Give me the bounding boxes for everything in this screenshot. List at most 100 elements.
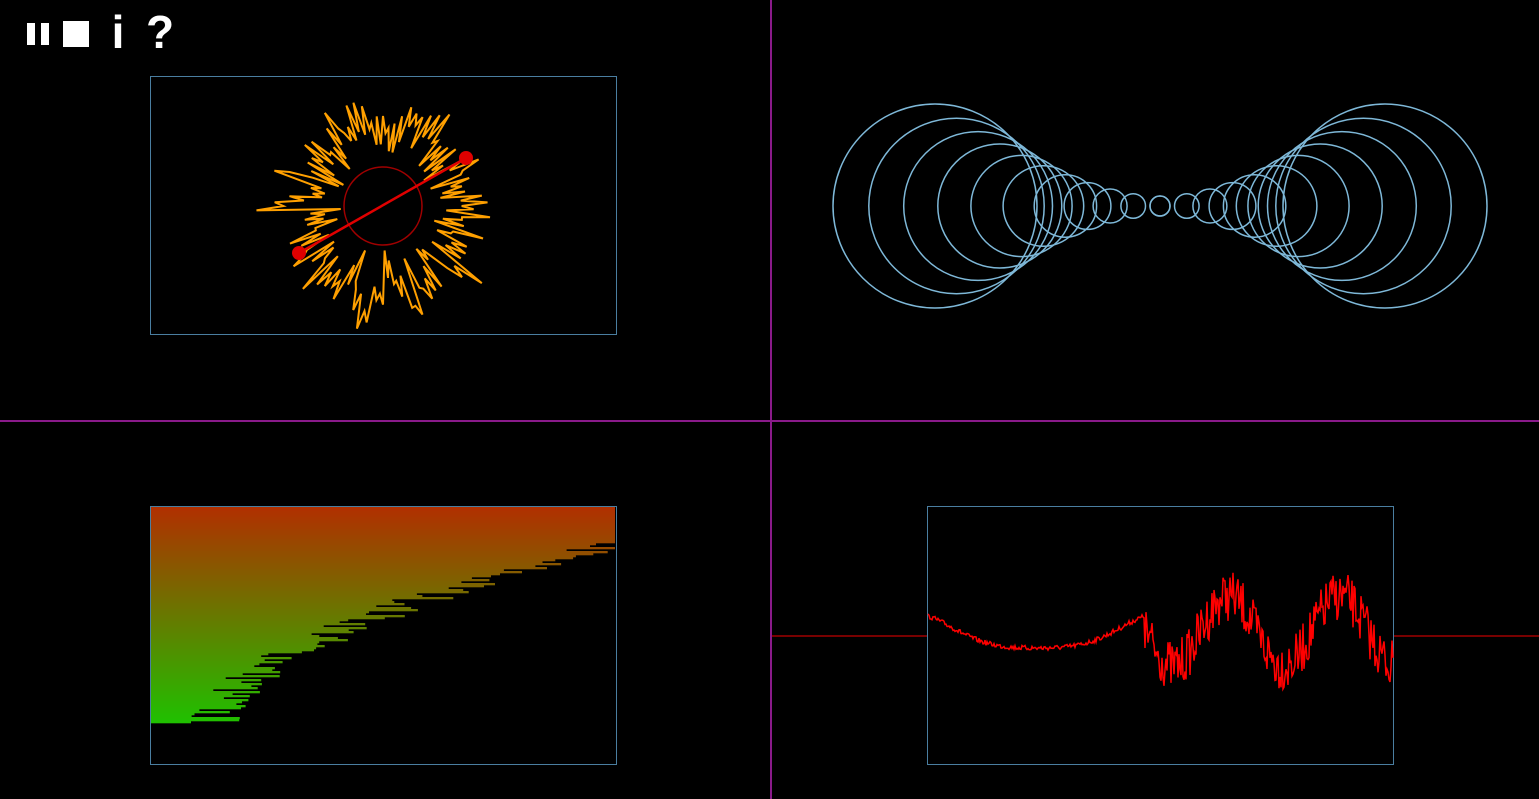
bar xyxy=(151,525,615,528)
radial-spectrum xyxy=(256,102,491,329)
bar xyxy=(151,591,469,594)
tunnel-ring xyxy=(1120,192,1147,220)
tunnel-ring xyxy=(1275,117,1452,295)
bar xyxy=(151,513,615,516)
bar xyxy=(151,583,495,586)
bar xyxy=(151,621,340,624)
bar xyxy=(151,639,348,642)
needle-end-right xyxy=(459,151,473,165)
bar xyxy=(151,547,615,550)
stop-icon xyxy=(63,21,89,47)
bar xyxy=(151,685,252,688)
tunnel-ring xyxy=(868,117,1045,295)
bar xyxy=(151,581,462,584)
bar xyxy=(151,611,369,614)
bar xyxy=(151,587,449,590)
bar xyxy=(151,543,596,546)
bar xyxy=(151,655,262,658)
bar xyxy=(151,555,576,558)
waveform-frame xyxy=(927,506,1394,765)
bar xyxy=(151,665,255,668)
tunnel-ring xyxy=(1063,181,1112,231)
bar xyxy=(151,575,491,578)
bar xyxy=(151,697,224,700)
bar xyxy=(151,707,241,710)
tunnel-ring xyxy=(1257,143,1383,269)
bar xyxy=(151,625,324,628)
bar xyxy=(151,667,275,670)
bar xyxy=(151,705,246,708)
bar xyxy=(151,717,240,720)
bar xyxy=(151,715,192,718)
bar xyxy=(151,661,283,664)
bar xyxy=(151,643,318,646)
bar xyxy=(151,599,393,602)
bar xyxy=(151,689,214,692)
bar xyxy=(151,629,349,632)
bar xyxy=(151,623,366,626)
bar xyxy=(151,617,385,620)
bar xyxy=(151,627,367,630)
bar xyxy=(151,669,273,672)
bars-frame xyxy=(150,506,617,765)
bar xyxy=(151,589,464,592)
bar xyxy=(151,517,615,520)
bar xyxy=(151,519,615,522)
toolbar: i ? xyxy=(22,6,182,58)
horizontal-divider xyxy=(0,420,1539,422)
bar xyxy=(151,535,615,538)
bar xyxy=(151,511,615,514)
tunnel-ring xyxy=(1266,130,1418,282)
bar xyxy=(151,539,615,542)
bar xyxy=(151,507,615,510)
bar xyxy=(151,719,240,722)
bar xyxy=(151,567,547,570)
bar xyxy=(151,551,608,554)
tunnel-ring xyxy=(1282,103,1488,309)
bar xyxy=(151,613,366,616)
bar xyxy=(151,699,249,702)
bar xyxy=(151,579,490,582)
bar xyxy=(151,541,615,544)
signal-trace xyxy=(927,572,1394,692)
bar xyxy=(151,573,500,576)
inner-ring xyxy=(343,166,423,246)
bar xyxy=(151,673,243,676)
bar xyxy=(151,509,615,512)
bar xyxy=(151,709,200,712)
bar xyxy=(151,653,269,656)
bar xyxy=(151,687,258,690)
needle-line xyxy=(298,156,467,255)
tunnel-ring xyxy=(1149,195,1171,217)
bar xyxy=(151,563,562,566)
waveform xyxy=(772,572,1539,692)
tunnel-ring xyxy=(1033,174,1098,238)
tunnel-ring xyxy=(1092,188,1128,224)
bar xyxy=(151,633,312,636)
bar xyxy=(151,641,320,644)
needle-end-left xyxy=(292,246,306,260)
bar xyxy=(151,515,615,518)
bar xyxy=(151,619,349,622)
bar xyxy=(151,691,260,694)
bar xyxy=(151,545,590,548)
bar xyxy=(151,595,423,598)
bar xyxy=(151,527,615,530)
pause-button[interactable] xyxy=(22,6,54,58)
stop-button[interactable] xyxy=(54,6,98,58)
bar xyxy=(151,677,226,680)
bar xyxy=(151,537,615,540)
tunnel-ring xyxy=(1192,188,1228,224)
radial-frame xyxy=(150,76,617,335)
vertical-divider xyxy=(770,0,772,799)
circle-tunnel xyxy=(832,103,1488,309)
tunnel-ring xyxy=(902,130,1054,282)
spectrum-outline xyxy=(256,102,491,329)
bar xyxy=(151,529,615,532)
info-button[interactable]: i xyxy=(111,6,125,58)
bar xyxy=(151,703,237,706)
help-button[interactable]: ? xyxy=(145,6,175,58)
bar xyxy=(151,645,325,648)
bar xyxy=(151,609,418,612)
tunnel-ring xyxy=(937,143,1063,269)
